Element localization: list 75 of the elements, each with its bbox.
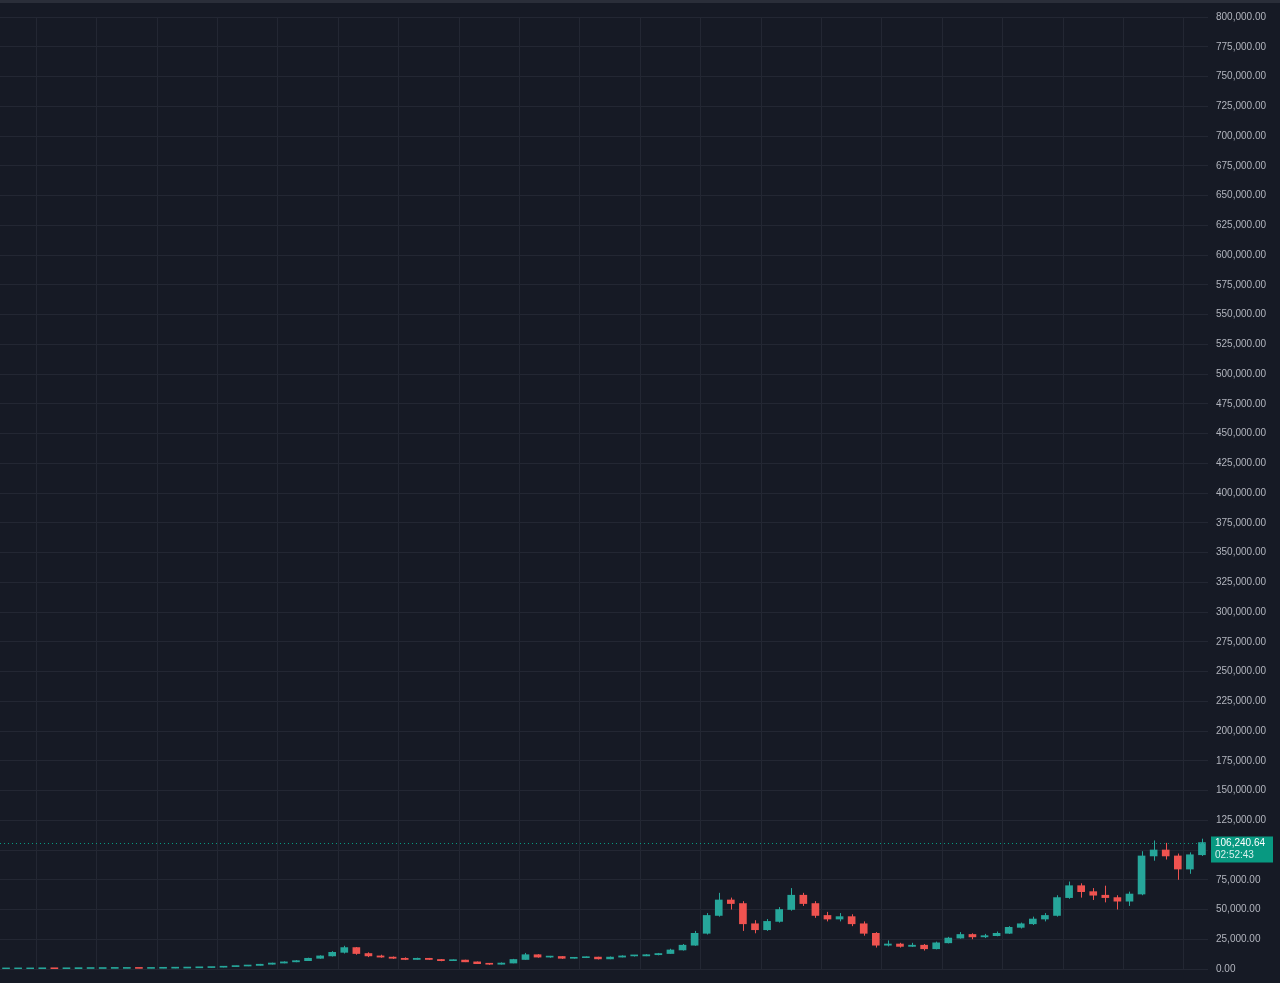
y-tick-label: 350,000.00 [1216,546,1267,558]
y-tick-label: 600,000.00 [1216,248,1267,260]
y-tick-label: 125,000.00 [1216,814,1267,825]
y-tick-label: 575,000.00 [1216,278,1267,290]
candlestick [1065,881,1073,900]
candlestick [751,919,759,934]
candlestick [485,962,494,966]
y-tick-label: 225,000.00 [1216,695,1267,706]
y-tick-label: 800,000.00 [1216,10,1267,22]
candlestick [304,957,312,962]
candlestick [1077,882,1085,899]
candlestick [1101,885,1110,903]
candlestick [630,954,639,958]
candlestick [896,942,904,949]
candlestick [437,958,445,962]
candlestick [871,931,880,949]
candlestick [195,966,204,969]
candlestick [642,953,651,957]
y-tick-label: 200,000.00 [1216,724,1267,736]
candlestick [412,957,421,961]
y-tick-label: 25,000.00 [1216,933,1261,944]
y-tick-label: 0.00 [1216,962,1236,974]
y-tick-label: 675,000.00 [1216,159,1267,171]
y-tick-label: 150,000.00 [1216,784,1267,796]
candlestick [859,920,868,937]
y-tick-label: 175,000.00 [1216,754,1267,766]
y-tick-label: 300,000.00 [1216,605,1267,617]
y-tick-label: 775,000.00 [1216,40,1267,52]
candlestick [340,945,349,955]
y-tick-label: 525,000.00 [1216,338,1267,349]
candlestick [1004,925,1013,935]
candlestick [400,956,409,961]
candlestick [219,965,228,968]
y-tick-label: 500,000.00 [1216,367,1267,379]
y-tick-label: 700,000.00 [1216,129,1267,141]
y-tick-label: 750,000.00 [1216,70,1267,82]
candlestick [316,954,324,960]
candlestick [739,900,747,932]
y-tick-label: 450,000.00 [1216,427,1267,439]
candlestick [787,887,796,912]
candlestick [908,942,916,948]
y-tick-label: 625,000.00 [1216,219,1267,230]
candlestick [1186,851,1194,875]
candlestick [461,959,469,963]
candlestick [763,918,771,932]
candlestick [884,939,892,947]
candlestick [1113,894,1122,910]
candlestick [255,963,264,967]
text: 02:52:43 [1215,849,1255,861]
candlestick [497,961,506,965]
y-tick-label: 325,000.00 [1216,576,1267,587]
y-tick-label: 475,000.00 [1216,397,1267,409]
candlestick [714,892,723,918]
y-tick-label: 725,000.00 [1216,100,1267,111]
y-tick-label: 650,000.00 [1216,189,1267,201]
y-tick-label: 75,000.00 [1216,873,1261,885]
y-tick-label: 375,000.00 [1216,516,1267,528]
y-tick-label: 550,000.00 [1216,308,1267,320]
candlestick [425,957,433,961]
y-tick-label: 400,000.00 [1216,486,1267,498]
candlestick [702,912,711,935]
candlestick [569,956,578,959]
candlestick [557,955,566,960]
y-tick-label: 275,000.00 [1216,635,1267,647]
y-tick-label: 425,000.00 [1216,457,1267,468]
candlestick [1089,887,1098,901]
candlestick [1198,838,1206,857]
ref-line-label: 106,240.64 [1215,837,1266,849]
y-tick-label: 50,000.00 [1216,903,1261,915]
candlestick [1016,922,1025,930]
candlestick [775,906,783,924]
y-tick-label: 250,000.00 [1216,665,1267,677]
candlestick [292,959,300,963]
candlestick [799,892,808,907]
candlestick [1053,894,1061,918]
